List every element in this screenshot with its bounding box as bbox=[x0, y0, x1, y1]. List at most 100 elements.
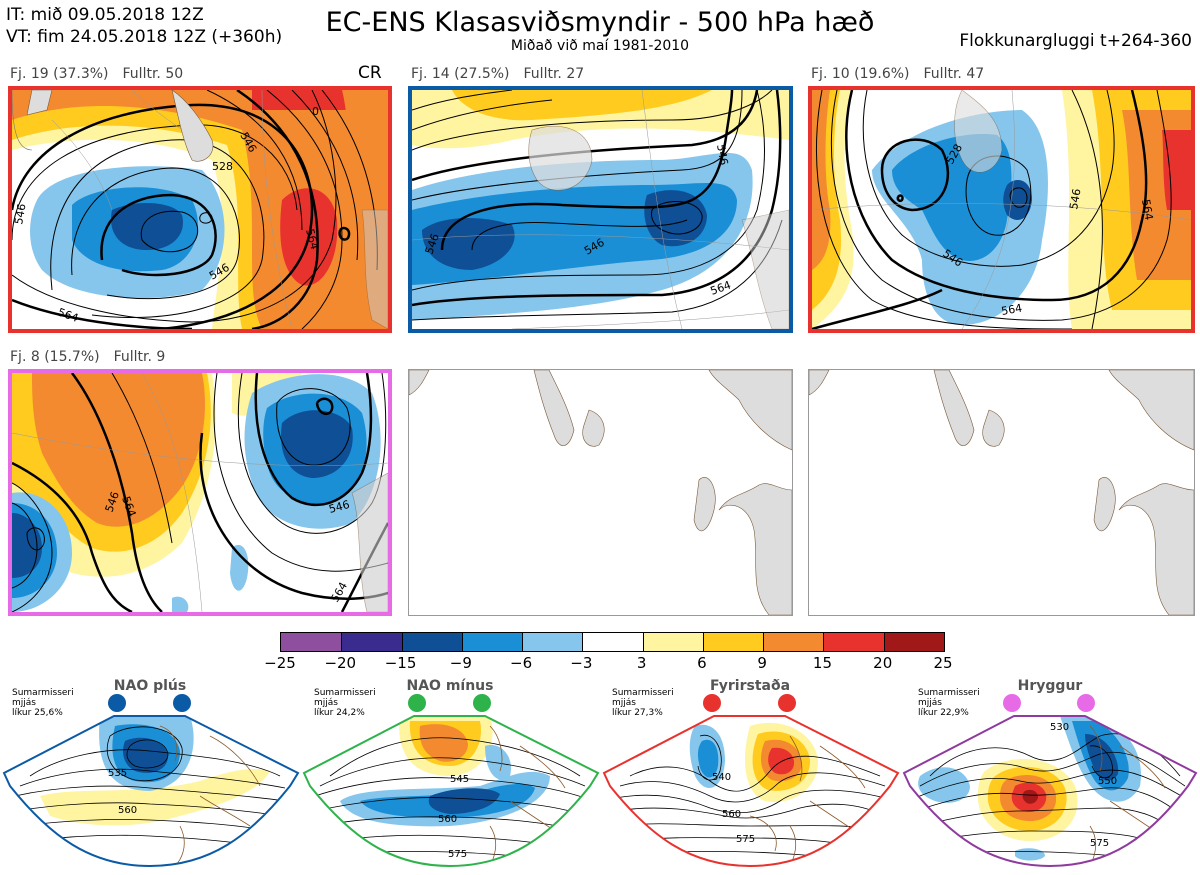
regime-contour-label: 535 bbox=[108, 768, 127, 779]
regime-name: NAO plús bbox=[113, 678, 187, 694]
cluster-map-1: 546 528 564 546 564 546 0 bbox=[8, 86, 392, 333]
panel-1-fj: Fj. 19 (37.3%) bbox=[10, 66, 109, 82]
colorbar-segment bbox=[582, 633, 643, 651]
regime-likelihood: líkur 24,2% bbox=[314, 708, 365, 718]
regime-contour-label: 550 bbox=[1098, 776, 1117, 787]
colorbar-segment bbox=[461, 633, 523, 651]
contour-label: 0 bbox=[312, 105, 319, 118]
panel-1-fulltr: Fulltr. 50 bbox=[122, 66, 184, 82]
colorbar-segment bbox=[642, 633, 703, 651]
regime-season: Sumarmisseri bbox=[612, 688, 674, 698]
colorbar-label: 25 bbox=[933, 654, 953, 672]
colorbar-segment bbox=[763, 633, 824, 651]
panel-4-fulltr: Fulltr. 9 bbox=[113, 349, 166, 365]
regime-marker bbox=[703, 694, 721, 712]
colorbar-label: 15 bbox=[812, 654, 832, 672]
regime-contour-label: 560 bbox=[722, 809, 741, 820]
regime-contour-label: 530 bbox=[1050, 722, 1069, 733]
panel-4-fj: Fj. 8 (15.7%) bbox=[10, 349, 100, 365]
regimes: 535 560 NAO plús Sumarmisseri mjjás líku… bbox=[0, 676, 1200, 871]
colorbar-segment bbox=[702, 633, 764, 651]
colorbar-segment bbox=[823, 633, 884, 651]
cluster-map-4-svg: 546 564 546 564 bbox=[12, 373, 388, 612]
regime-season: Sumarmisseri bbox=[314, 688, 376, 698]
colorbar-label: 6 bbox=[697, 654, 707, 672]
regime-likelihood: líkur 27,3% bbox=[612, 708, 663, 718]
regime-contour-label: 560 bbox=[118, 805, 137, 816]
colorbar-segment bbox=[401, 633, 462, 651]
page-subtitle: Miðað við maí 1981-2010 bbox=[510, 38, 690, 54]
colorbar bbox=[280, 632, 945, 652]
colorbar-segment bbox=[522, 633, 583, 651]
regime-likelihood: líkur 25,6% bbox=[12, 708, 63, 718]
panel-2-label: Fj. 14 (27.5%) Fulltr. 27 bbox=[411, 66, 598, 82]
colorbar-label: −6 bbox=[510, 654, 533, 672]
colorbar-label: 3 bbox=[636, 654, 647, 672]
regime-marker bbox=[1077, 694, 1095, 712]
regime-smoothing: mjjás bbox=[918, 698, 942, 708]
regime-nao-minus-svg: 545 560 575 bbox=[302, 694, 600, 868]
colorbar-labels: −25 −20 −15 −9 −6 −3 3 6 9 15 20 25 bbox=[0, 654, 1200, 674]
issue-time: IT: mið 09.05.2018 12Z bbox=[6, 5, 204, 25]
panel-2-fulltr: Fulltr. 27 bbox=[523, 66, 585, 82]
regime-contour-label: 540 bbox=[712, 772, 731, 783]
regime-marker bbox=[473, 694, 491, 712]
regime-info: Sumarmisseri mjjás líkur 25,6% bbox=[12, 688, 74, 718]
regime-smoothing: mjjás bbox=[612, 698, 636, 708]
regime-info: Sumarmisseri mjjás líkur 22,9% bbox=[918, 688, 980, 718]
regime-name: NAO mínus bbox=[406, 678, 494, 694]
regime-smoothing: mjjás bbox=[12, 698, 36, 708]
regime-ridge: 530 550 575 Hryggur Sumarmisseri mjjás l… bbox=[900, 676, 1200, 871]
regime-nao-minus: 545 560 575 NAO mínus Sumarmisseri mjjás… bbox=[300, 676, 602, 871]
regime-contour-label: 575 bbox=[448, 849, 467, 860]
regime-contour-label: 560 bbox=[438, 814, 457, 825]
panel-3-fj: Fj. 10 (19.6%) bbox=[811, 66, 910, 82]
regime-marker bbox=[408, 694, 426, 712]
regime-season: Sumarmisseri bbox=[12, 688, 74, 698]
regime-name: Hryggur bbox=[1017, 678, 1083, 694]
regime-nao-plus: 535 560 NAO plús Sumarmisseri mjjás líku… bbox=[0, 676, 302, 871]
regime-ridge-svg: 530 550 575 bbox=[902, 694, 1198, 868]
panel-4-label: Fj. 8 (15.7%) Fulltr. 9 bbox=[10, 349, 179, 365]
contour-label: 564 bbox=[1000, 302, 1023, 318]
colorbar-segment bbox=[281, 633, 342, 651]
regime-marker bbox=[778, 694, 796, 712]
empty-map-2 bbox=[808, 369, 1195, 616]
colorbar-label: −15 bbox=[384, 654, 417, 672]
cluster-map-2: 546 546 564 546 bbox=[408, 86, 793, 333]
contour-label: 546 bbox=[1067, 188, 1083, 211]
contour-label: 528 bbox=[212, 160, 233, 173]
regime-contour-label: 575 bbox=[736, 834, 755, 845]
page-title: EC-ENS Klasasviðsmyndir - 500 hPa hæð bbox=[325, 7, 875, 38]
regime-info: Sumarmisseri mjjás líkur 27,3% bbox=[612, 688, 674, 718]
contour-label: 564 bbox=[303, 227, 321, 251]
cluster-map-3: 528 546 564 546 564 bbox=[808, 86, 1195, 333]
cluster-map-2-svg: 546 546 564 546 bbox=[412, 90, 789, 329]
cluster-map-1-svg: 546 528 564 546 564 546 0 bbox=[12, 90, 388, 329]
contour-label: 546 bbox=[12, 203, 28, 226]
colorbar-label: −3 bbox=[570, 654, 593, 672]
regime-blocking: 540 560 575 Fyrirstaða Sumarmisseri mjjá… bbox=[600, 676, 902, 871]
empty-map-1 bbox=[408, 369, 793, 616]
contour-label: 546 bbox=[714, 143, 730, 166]
regime-name: Fyrirstaða bbox=[709, 678, 791, 694]
regime-marker bbox=[1003, 694, 1021, 712]
cluster-map-3-svg: 528 546 564 546 564 bbox=[812, 90, 1191, 329]
regime-season: Sumarmisseri bbox=[918, 688, 980, 698]
contour-label: 564 bbox=[1139, 198, 1155, 221]
regime-smoothing: mjjás bbox=[314, 698, 338, 708]
regime-nao-plus-svg: 535 560 bbox=[2, 694, 300, 868]
panel-1-label: Fj. 19 (37.3%) Fulltr. 50 bbox=[10, 66, 197, 82]
colorbar-label: −9 bbox=[449, 654, 472, 672]
panel-3-fulltr: Fulltr. 47 bbox=[923, 66, 985, 82]
header-left: IT: mið 09.05.2018 12Z VT: fim 24.05.201… bbox=[6, 4, 282, 48]
valid-time: VT: fim 24.05.2018 12Z (+360h) bbox=[6, 27, 283, 47]
panel-2-fj: Fj. 14 (27.5%) bbox=[411, 66, 510, 82]
cluster-map-4: 546 564 546 564 bbox=[8, 369, 392, 616]
colorbar-segment bbox=[341, 633, 402, 651]
colorbar-segment bbox=[883, 633, 944, 651]
classification-window: Flokkunargluggi t+264-360 bbox=[959, 31, 1192, 51]
regime-contour-label: 575 bbox=[1090, 838, 1109, 849]
regime-info: Sumarmisseri mjjás líkur 24,2% bbox=[314, 688, 376, 718]
colorbar-label: 20 bbox=[873, 654, 893, 672]
